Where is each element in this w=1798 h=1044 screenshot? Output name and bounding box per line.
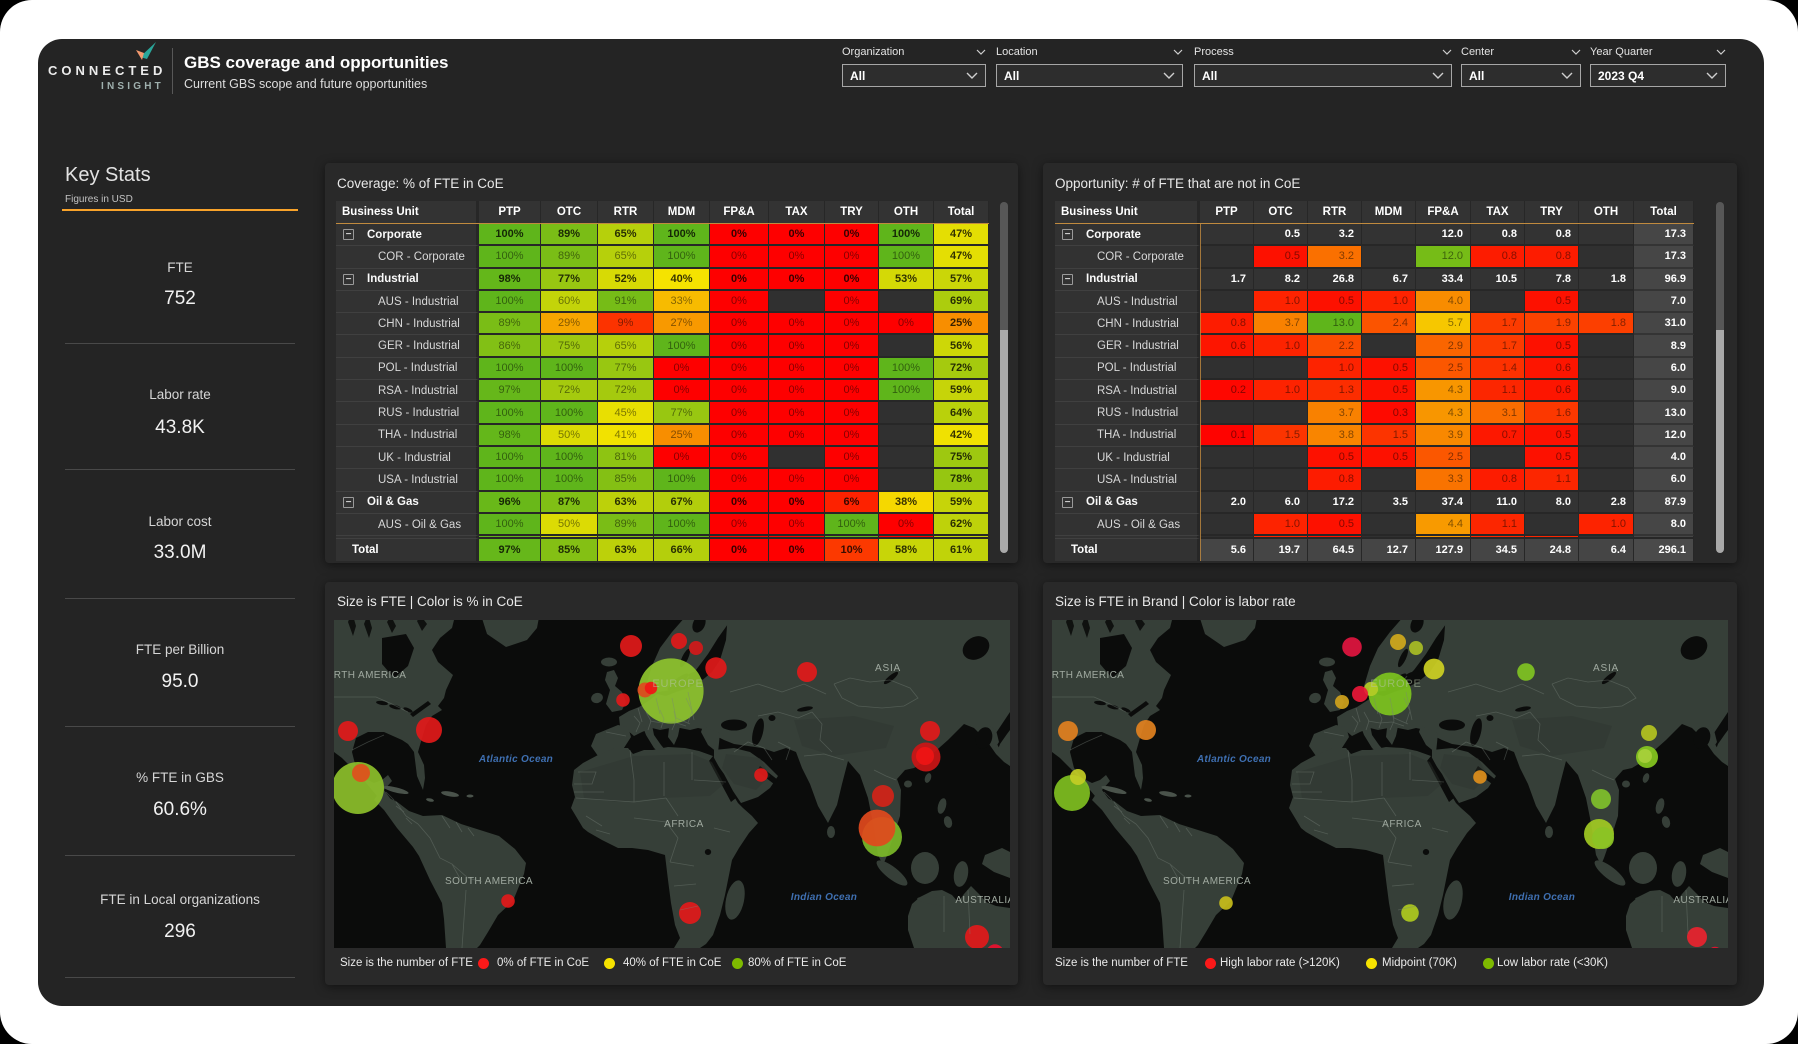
svg-text:EUROPE: EUROPE: [1370, 678, 1421, 690]
svg-text:EUROPE: EUROPE: [652, 678, 703, 690]
